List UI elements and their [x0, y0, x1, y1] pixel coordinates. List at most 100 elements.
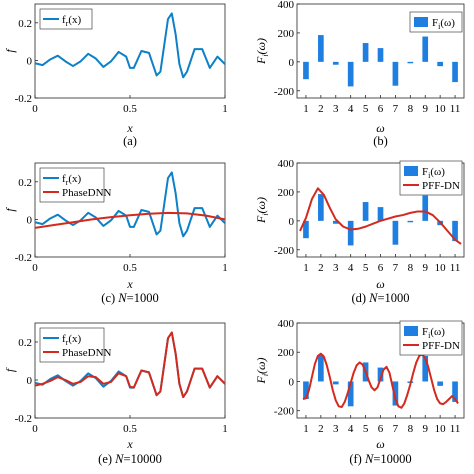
- y-tick-label: 0: [27, 55, 33, 67]
- y-tick-label: 0.2: [18, 177, 32, 189]
- x-axis-label: x: [126, 277, 133, 291]
- x-tick-label: 3: [333, 423, 339, 435]
- x-tick-label: 10: [435, 262, 447, 274]
- x-tick-label: 2: [318, 423, 324, 435]
- x-tick-label: 6: [378, 103, 384, 115]
- bar: [452, 61, 458, 83]
- y-axis-label: Fi(ω): [254, 38, 270, 65]
- bar: [362, 202, 369, 221]
- x-tick-label: 0.5: [123, 262, 137, 274]
- x-tick-label: 4: [348, 103, 354, 115]
- plot-area-c: [35, 171, 225, 238]
- y-tick-label: -0.2: [15, 413, 32, 425]
- bar: [437, 381, 443, 386]
- plot-area-f: [302, 352, 459, 409]
- series-line-phasednn: [35, 211, 225, 229]
- panel-caption: (a): [123, 134, 137, 148]
- fit-line-pffdn: [299, 187, 462, 245]
- x-axis-label: ω: [376, 277, 384, 291]
- y-tick-label: 400: [278, 158, 295, 170]
- bar: [377, 367, 384, 382]
- bar: [422, 195, 429, 221]
- plot-area-e: [35, 331, 225, 399]
- bar: [407, 220, 414, 223]
- plot-area-b: [303, 35, 458, 87]
- x-tick-label: 10: [435, 103, 447, 115]
- x-tick-label: 1: [303, 103, 309, 115]
- x-tick-label: 0: [32, 423, 38, 435]
- x-tick-label: 0.5: [123, 423, 137, 435]
- x-axis-label: x: [126, 121, 133, 135]
- legend-a: fr(x): [39, 8, 93, 30]
- x-tick-label: 7: [393, 262, 399, 274]
- plot-area-d: [299, 187, 462, 246]
- x-tick-label: 5: [363, 423, 369, 435]
- y-tick-label: 0: [289, 216, 295, 228]
- x-tick-label: 6: [378, 262, 384, 274]
- x-tick-label: 9: [422, 262, 428, 274]
- bar: [377, 207, 384, 221]
- series-line-phasednn: [35, 331, 225, 399]
- y-tick-label: -200: [274, 245, 295, 257]
- y-tick-label: 0: [289, 376, 295, 388]
- legend-swatch-bar: [414, 17, 428, 27]
- bar: [318, 354, 324, 382]
- x-tick-label: 3: [333, 262, 339, 274]
- legend-d: Fi(ω)PFF-DN: [399, 160, 463, 196]
- bar: [347, 381, 354, 407]
- panel-caption: (b): [373, 134, 388, 148]
- x-tick-label: 8: [408, 103, 414, 115]
- x-axis-label: ω: [376, 121, 384, 135]
- x-tick-label: 5: [363, 262, 369, 274]
- legend-b: Fi(ω): [409, 11, 463, 33]
- x-tick-label: 1: [222, 262, 228, 274]
- x-tick-label: 3: [333, 103, 339, 115]
- legend-box: [39, 167, 105, 203]
- x-tick-label: 1: [303, 423, 309, 435]
- y-tick-label: 0.2: [18, 337, 32, 349]
- bar: [452, 381, 458, 402]
- panel-caption: (f) N=10000: [349, 452, 411, 466]
- legend-swatch-bar: [404, 166, 418, 176]
- x-tick-label: 0: [32, 262, 38, 274]
- x-tick-label: 7: [393, 103, 399, 115]
- x-tick-label: 1: [222, 423, 228, 435]
- x-tick-label: 5: [363, 103, 369, 115]
- bar: [392, 220, 399, 245]
- x-axis-label: ω: [376, 437, 384, 451]
- legend-swatch-bar: [404, 326, 418, 336]
- y-tick-label: 200: [278, 187, 295, 199]
- legend-label: PhaseDNN: [62, 347, 112, 359]
- legend-e: fr(x)PhaseDNN: [39, 327, 112, 363]
- legend-label: fr(x): [62, 14, 82, 28]
- legend-label: fr(x): [62, 173, 82, 187]
- x-tick-label: 4: [348, 262, 354, 274]
- legend-label: PFF-DN: [422, 340, 460, 352]
- plot-area-a: [35, 12, 225, 79]
- bar: [332, 220, 339, 224]
- bar: [392, 61, 399, 86]
- panel-caption: (e) N=10000: [98, 452, 162, 466]
- y-tick-label: 200: [278, 28, 295, 40]
- bar: [303, 61, 309, 80]
- x-tick-label: 10: [435, 423, 447, 435]
- bar: [407, 61, 414, 64]
- y-tick-label: -200: [274, 86, 295, 98]
- y-tick-label: 0: [27, 375, 33, 387]
- bar: [332, 61, 339, 65]
- x-tick-label: 4: [348, 423, 354, 435]
- legend-label: fr(x): [62, 333, 82, 347]
- x-tick-label: 11: [450, 103, 461, 115]
- legend-label: Fi(ω): [432, 17, 455, 31]
- fit-line-pffdn: [302, 352, 459, 409]
- x-tick-label: 2: [318, 103, 324, 115]
- x-tick-label: 0: [32, 103, 38, 115]
- y-axis-label: Fi(ω): [254, 357, 270, 384]
- bar: [437, 61, 443, 67]
- x-tick-label: 9: [422, 103, 428, 115]
- x-tick-label: 6: [378, 423, 384, 435]
- x-tick-label: 11: [450, 423, 461, 435]
